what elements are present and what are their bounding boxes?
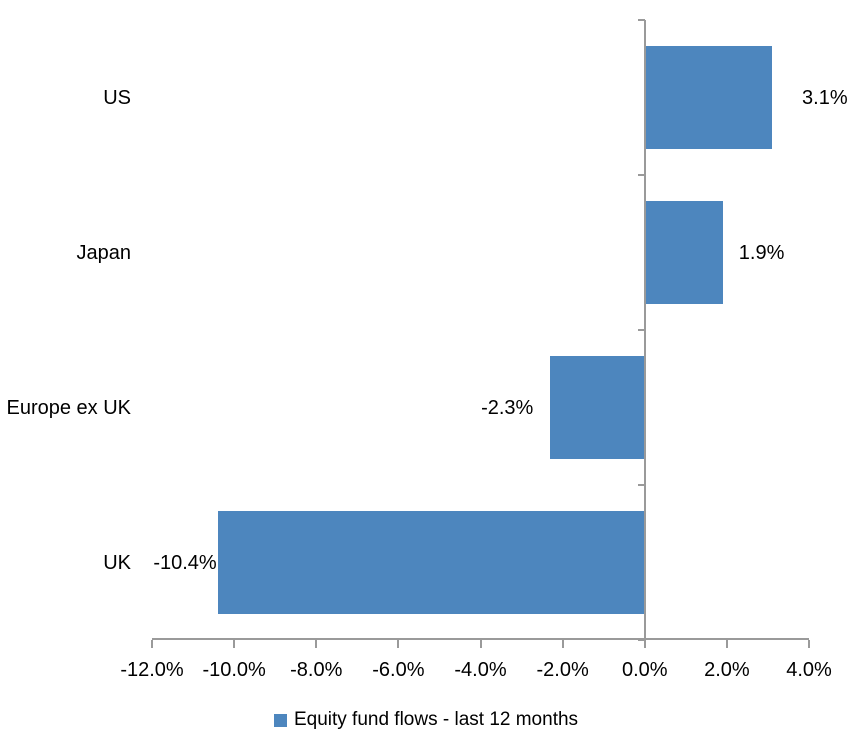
category-axis-tick (637, 19, 645, 21)
x-axis-line (152, 638, 809, 640)
category-label: US (103, 86, 131, 109)
x-axis-tick-label: -4.0% (454, 659, 507, 681)
x-axis-tick (151, 640, 153, 648)
x-axis-tick-label: -2.0% (536, 659, 589, 681)
legend: Equity fund flows - last 12 months (0, 708, 852, 732)
data-label: -10.4% (153, 551, 217, 574)
x-axis-tick-label: -10.0% (202, 659, 266, 681)
legend-swatch-icon (273, 713, 287, 727)
x-axis-tick (643, 640, 646, 648)
data-label: 3.1% (802, 86, 848, 109)
category-axis-tick (637, 484, 645, 486)
category-axis-tick (637, 174, 645, 176)
category-axis-tick (637, 639, 645, 641)
category-label: UK (103, 551, 131, 574)
category-label: Europe ex UK (6, 396, 131, 419)
x-axis-tick (479, 640, 482, 648)
x-axis-tick-label: -6.0% (372, 659, 425, 681)
zero-axis-line (643, 20, 646, 640)
x-axis-tick (725, 640, 728, 648)
x-axis-tick (561, 640, 564, 648)
bar-europe-ex-uk (550, 356, 645, 459)
bar-uk (217, 511, 645, 614)
x-axis-tick (808, 640, 810, 648)
x-axis-tick-label: 4.0% (786, 659, 832, 681)
category-axis-tick (637, 329, 645, 331)
plot-area: 3.1% 1.9% -2.3% -10.4% -12.0% -10.0% -8.0% -6.0… (120, 19, 848, 681)
x-axis-tick-label: 2.0% (704, 659, 750, 681)
data-label: 1.9% (738, 241, 785, 264)
x-axis-tick-label: 0.0% (621, 659, 668, 681)
category-label: Japan (76, 241, 132, 264)
x-axis-tick (397, 640, 400, 648)
x-axis-tick (315, 640, 318, 648)
data-label: -2.3% (481, 396, 534, 419)
bar-japan (644, 201, 723, 304)
legend-label: Equity fund flows - last 12 months (293, 709, 579, 730)
x-axis-tick-label: -12.0% (120, 659, 184, 681)
x-axis-tick-label: -8.0% (290, 659, 343, 681)
bar-us (644, 46, 773, 149)
x-axis-tick (233, 640, 236, 648)
